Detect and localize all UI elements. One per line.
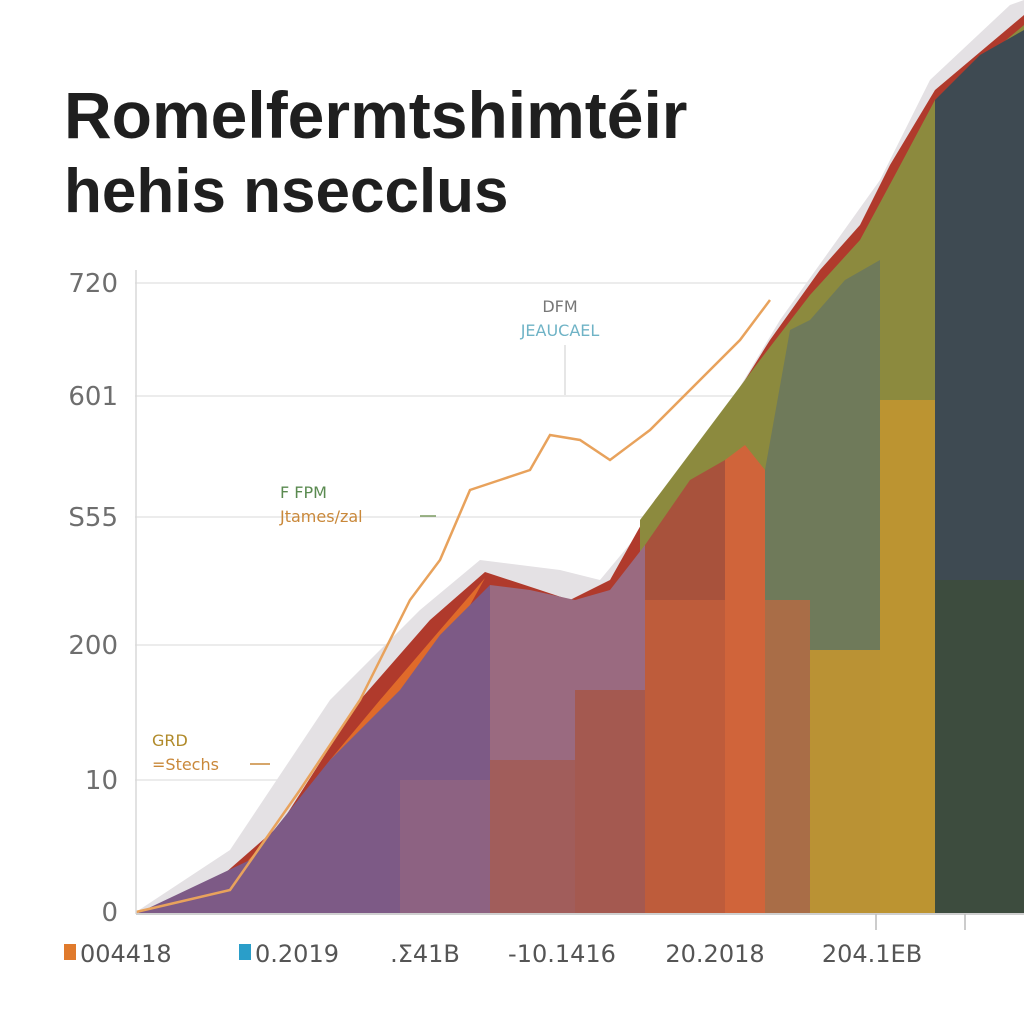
y-tick-label: 0	[101, 898, 118, 928]
area-band-lower	[880, 400, 935, 914]
annotation-label: Jtames/zal	[279, 507, 363, 526]
legend-marker	[239, 944, 251, 960]
area-band-lower	[935, 580, 1024, 914]
annotation-label: F FPM	[280, 483, 327, 502]
area-band-lower	[575, 690, 645, 914]
area-band-lower	[400, 780, 490, 914]
area-band-lower	[645, 600, 725, 914]
annotation-label: DFM	[542, 297, 577, 316]
line-series	[135, 299, 771, 914]
y-tick-label: 10	[85, 766, 118, 796]
y-tick-label: 601	[68, 382, 118, 412]
area-band	[250, 690, 400, 914]
x-tick-label: 004418	[80, 940, 172, 968]
x-tick-label: .Σ41B	[390, 940, 460, 968]
y-tick-label: 720	[68, 269, 118, 299]
y-tick-labels: 720 601 S55 200 10 0	[68, 269, 118, 928]
x-tick-label: 204.1EB	[822, 940, 922, 968]
area-band-lower	[490, 760, 575, 914]
y-tick-label: 200	[68, 631, 118, 661]
annotation-label: =Stechs	[152, 755, 219, 774]
area-band-lower	[765, 600, 810, 914]
legend-marker	[64, 944, 76, 960]
annotation-label: GRD	[152, 731, 188, 750]
chart-title-line-2: hehis nsecclus	[64, 157, 509, 226]
annotation-label: JEAUCAEL	[520, 321, 600, 340]
chart-annotations: DFM JEAUCAEL F FPM Jtames/zal GRD =Stechs	[152, 297, 599, 774]
line-series-path	[135, 299, 771, 914]
x-tick-label: -10.1416	[508, 940, 616, 968]
x-tick-label: 0.2019	[255, 940, 339, 968]
area-band	[725, 445, 765, 914]
y-tick-label: S55	[68, 503, 118, 533]
chart-title-line-1: Romelfermtshimtéir	[64, 78, 688, 152]
x-tick-label: 20.2018	[665, 940, 764, 968]
x-tick-labels: 004418 0.2019 .Σ41B -10.1416 20.2018 204.1EB	[64, 940, 922, 968]
area-band	[136, 860, 250, 914]
area-band-lower	[810, 650, 880, 914]
axes	[135, 270, 1024, 930]
area-series	[136, 0, 1024, 914]
